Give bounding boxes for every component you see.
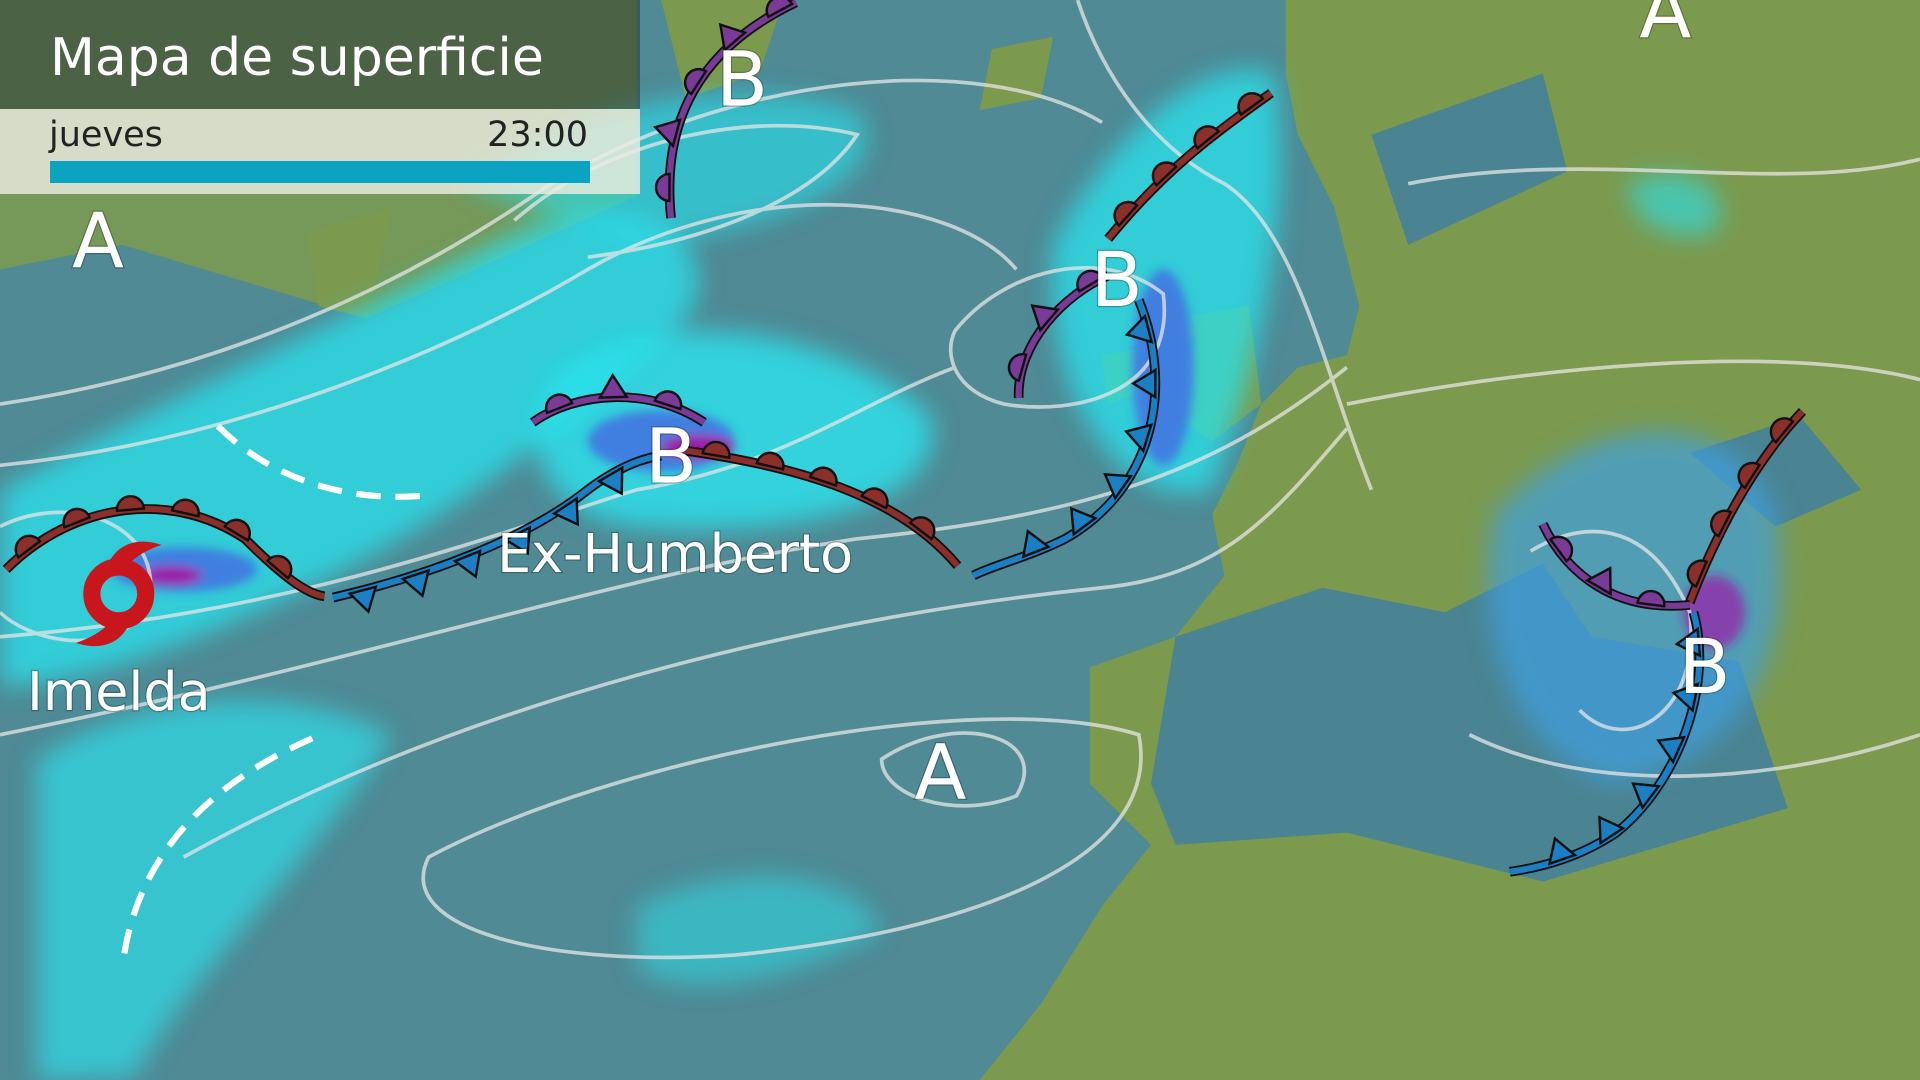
cold-front-symbol [1021, 529, 1051, 559]
warm-front-symbol [860, 487, 889, 510]
troughs [119, 423, 423, 968]
timeline-progress-bar [50, 161, 590, 183]
warm-front-symbol [14, 534, 42, 560]
warm-front-symbol [1710, 509, 1733, 538]
warm-front-symbol [1737, 461, 1762, 490]
warm-front-symbol [701, 440, 731, 460]
warm-front-symbol [1769, 417, 1795, 444]
low-pressure-label: B [645, 412, 697, 500]
cold-front-symbol [400, 568, 431, 598]
title-box: Mapa de superficie [0, 0, 640, 109]
warm-front-symbol [808, 466, 838, 488]
high-pressure-label: A [914, 728, 966, 816]
cold-front-symbol [347, 585, 378, 614]
time-label: 23:00 [487, 115, 588, 155]
warm-front-symbol [1113, 200, 1139, 228]
cold-front-symbol [1124, 313, 1154, 344]
warm-front-symbol [654, 172, 671, 203]
warm-front-symbol [544, 393, 574, 415]
time-box: jueves 23:00 [0, 109, 640, 194]
cold-front-symbol [1123, 423, 1153, 454]
warm-front-symbol [170, 498, 200, 518]
warm-front-symbol [755, 451, 785, 471]
ex-humberto-label: Ex-Humberto [497, 522, 853, 585]
cold-front-symbol [1070, 506, 1098, 537]
cold-front-symbol [1598, 815, 1626, 846]
cold-front-line [972, 298, 1159, 579]
low-pressure-label: B [1678, 623, 1730, 711]
cold-front-symbol [718, 22, 748, 53]
header-panel: Mapa de superficie jueves 23:00 [0, 0, 640, 194]
low-pressure-label: B [716, 35, 768, 123]
warm-front-symbol [1636, 589, 1666, 608]
hurricane-icon [75, 541, 162, 647]
warm-front-line [3, 505, 326, 600]
cold-front-symbol [652, 118, 682, 149]
warm-front-symbol [1686, 559, 1709, 589]
warm-front-symbol [683, 68, 708, 96]
warm-front-symbol [265, 554, 293, 580]
cold-front-symbol [1674, 626, 1702, 658]
cold-front-symbol [1547, 836, 1578, 866]
cold-front-symbol [551, 496, 580, 527]
cold-front-symbol [597, 372, 629, 399]
cold-front-symbol [503, 525, 532, 556]
timeline-progress-fill [50, 161, 590, 183]
cold-front-symbol [1631, 782, 1662, 811]
cold-front-symbol [1584, 566, 1612, 597]
cold-front-symbol [452, 549, 482, 579]
cold-front-symbol [1103, 472, 1134, 501]
imelda-label: Imelda [27, 660, 211, 723]
cold-front-symbol [596, 465, 624, 496]
warm-front-symbol [1151, 161, 1178, 187]
warm-front-symbol [115, 495, 146, 513]
page-title: Mapa de superficie [50, 28, 544, 88]
warm-front-symbol [908, 516, 936, 541]
high-pressure-label: A [72, 197, 124, 285]
warm-front-symbol [1007, 353, 1028, 383]
cold-front-symbol [1030, 304, 1061, 333]
cold-front-symbol [1656, 735, 1686, 765]
day-label: jueves [49, 115, 163, 155]
warm-front-symbol [765, 0, 794, 19]
low-pressure-label: B [1091, 236, 1143, 324]
cold-front-symbol [1671, 682, 1700, 713]
warm-front-symbol [1193, 125, 1221, 151]
warm-front-symbol [653, 390, 683, 411]
cold-front-symbol [1130, 367, 1157, 400]
warm-front-symbol [1076, 269, 1105, 294]
warm-front-symbol [62, 507, 92, 529]
warm-front-symbol [1548, 535, 1574, 563]
fronts [2, 0, 1806, 877]
warm-front-symbol [1237, 91, 1265, 117]
warm-front-symbol [223, 518, 251, 542]
high-pressure-label: A [1639, 0, 1691, 55]
